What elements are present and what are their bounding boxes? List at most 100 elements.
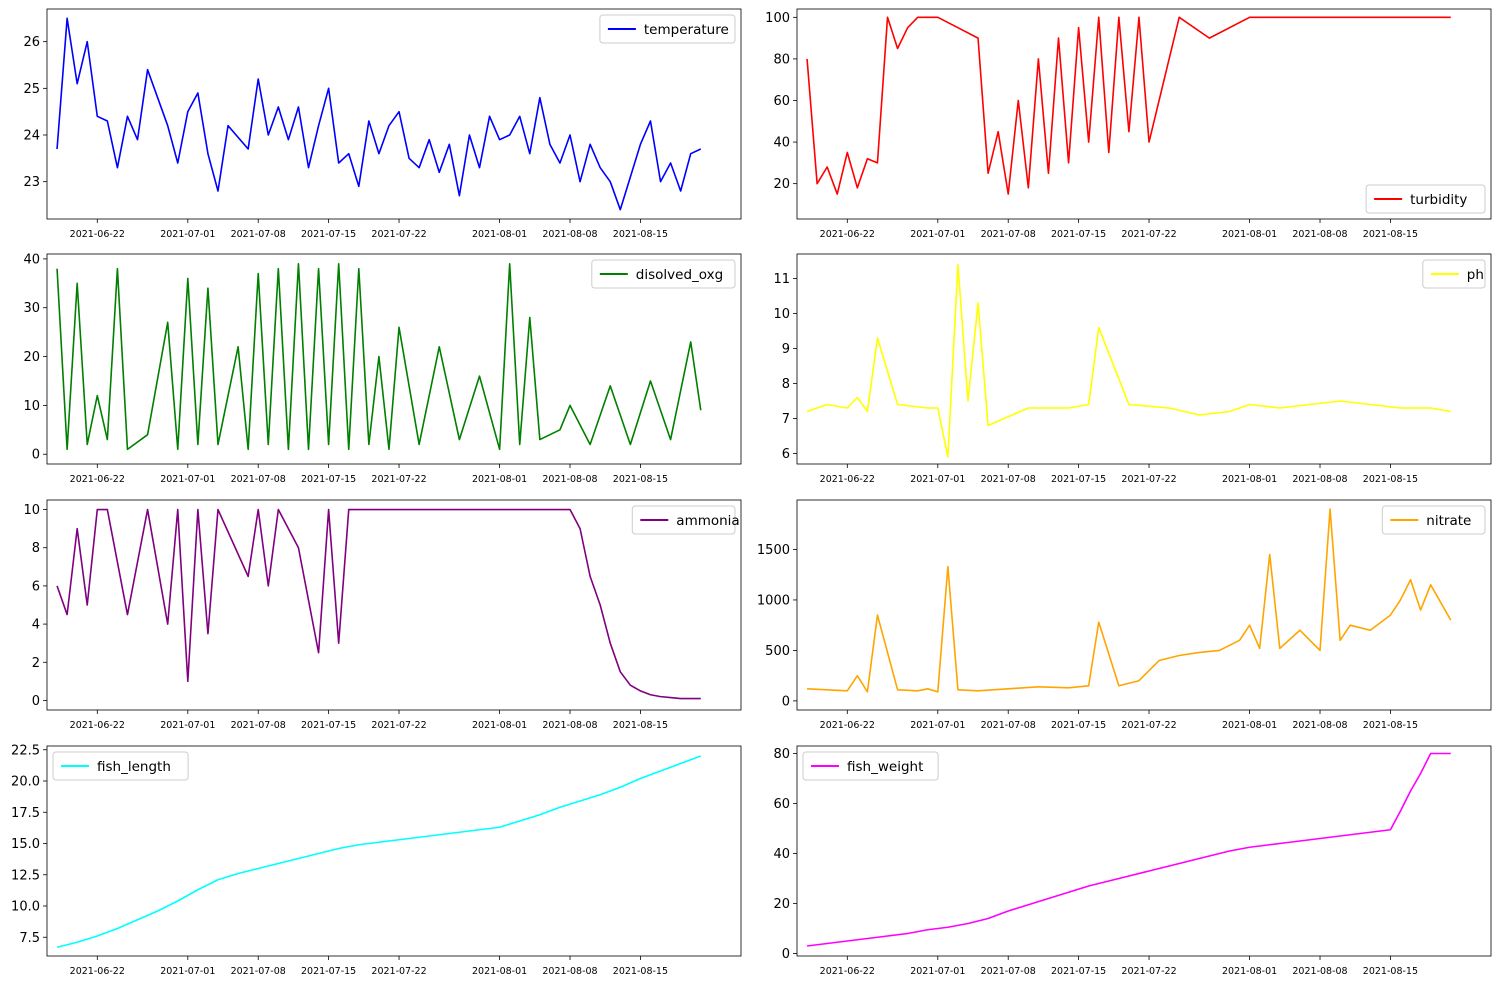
x-tick-label: 2021-07-08: [981, 229, 1036, 240]
x-tick-label: 2021-07-08: [231, 229, 286, 240]
y-tick-label: 6: [32, 579, 40, 594]
y-tick-label: 100: [765, 11, 790, 26]
legend-box: [802, 751, 939, 781]
x-tick-label: 2021-08-08: [542, 474, 597, 485]
disolved_oxg-legend: disolved_oxg: [591, 259, 736, 289]
fish_length-chart: 2021-06-22 2021-07-01 2021-07-08 2021-07-15…: [11, 743, 742, 977]
y-tick-label: 40: [773, 136, 790, 151]
y-tick-label: 26: [23, 35, 40, 50]
x-tick-label: 2021-08-15: [613, 966, 668, 977]
x-tick-label: 2021-07-15: [1051, 474, 1106, 485]
x-tick-label: 2021-07-15: [1051, 966, 1106, 977]
x-tick-label: 2021-07-15: [301, 966, 356, 977]
x-tick-label: 2021-07-15: [301, 474, 356, 485]
x-tick-label: 2021-07-08: [231, 720, 286, 731]
x-tick-label: 2021-08-01: [1222, 474, 1277, 485]
legend-box: [631, 505, 736, 535]
nitrate-legend: nitrate: [1381, 505, 1486, 535]
turbidity-axes-frame: [796, 8, 1492, 220]
ph-legend: ph: [1422, 259, 1486, 289]
y-tick-label: 60: [773, 797, 790, 812]
y-tick-label: 20: [23, 350, 40, 365]
fish_length-axes-frame: [46, 745, 742, 957]
fish_weight-chart: 2021-06-22 2021-07-01 2021-07-08 2021-07-15…: [773, 745, 1492, 977]
legend-label: ph: [1467, 267, 1484, 283]
fish_weight-legend: fish_weight: [802, 751, 939, 781]
x-tick-label: 2021-06-22: [70, 966, 125, 977]
x-tick-label: 2021-07-22: [371, 966, 426, 977]
x-tick-label: 2021-06-22: [70, 720, 125, 731]
y-tick-label: 20.0: [11, 775, 40, 790]
y-tick-label: 20: [773, 897, 790, 912]
x-tick-label: 2021-08-08: [1292, 966, 1347, 977]
temperature-axes-frame: [46, 8, 742, 220]
y-tick-label: 7: [782, 412, 790, 427]
legend-label: fish_length: [97, 759, 171, 775]
legend-label: temperature: [644, 22, 729, 38]
fish_length-series-line: [56, 755, 702, 949]
x-tick-label: 2021-08-15: [1363, 474, 1418, 485]
x-tick-label: 2021-07-08: [231, 474, 286, 485]
x-tick-label: 2021-07-08: [981, 966, 1036, 977]
y-tick-label: 8: [782, 377, 790, 392]
x-tick-label: 2021-07-01: [910, 720, 965, 731]
x-tick-label: 2021-08-08: [542, 720, 597, 731]
ph-axes-frame: [796, 253, 1492, 465]
y-tick-label: 20: [773, 177, 790, 192]
x-tick-label: 2021-08-01: [472, 474, 527, 485]
fish_length-legend: fish_length: [52, 751, 189, 781]
temperature-legend: temperature: [599, 14, 736, 44]
turbidity-series-line: [806, 16, 1451, 195]
legend-label: nitrate: [1426, 513, 1471, 529]
x-tick-label: 2021-07-15: [301, 229, 356, 240]
y-tick-label: 6: [782, 447, 790, 462]
x-tick-label: 2021-08-15: [1363, 229, 1418, 240]
y-tick-label: 10: [23, 503, 40, 518]
x-tick-label: 2021-08-08: [542, 966, 597, 977]
x-tick-label: 2021-06-22: [820, 474, 875, 485]
ammonia-series-line: [56, 508, 701, 700]
y-tick-label: 60: [773, 94, 790, 109]
x-tick-label: 2021-07-08: [981, 474, 1036, 485]
legend-box: [52, 751, 189, 781]
y-tick-label: 8: [32, 541, 40, 556]
x-tick-label: 2021-06-22: [820, 229, 875, 240]
x-tick-label: 2021-08-15: [1363, 720, 1418, 731]
y-tick-label: 80: [773, 747, 790, 762]
y-tick-label: 12.5: [11, 868, 40, 883]
nitrate-series-line: [807, 508, 1452, 693]
legend-box: [599, 14, 736, 44]
y-tick-label: 25: [23, 82, 40, 97]
x-tick-label: 2021-07-22: [371, 229, 426, 240]
y-tick-label: 2: [32, 656, 40, 671]
y-tick-label: 40: [773, 847, 790, 862]
x-tick-label: 2021-07-08: [231, 966, 286, 977]
x-tick-label: 2021-07-22: [371, 474, 426, 485]
x-tick-label: 2021-07-08: [981, 720, 1036, 731]
x-tick-label: 2021-06-22: [820, 720, 875, 731]
x-tick-label: 2021-07-22: [1121, 720, 1176, 731]
y-tick-label: 40: [23, 252, 40, 267]
x-tick-label: 2021-08-01: [1222, 229, 1277, 240]
y-tick-label: 23: [23, 175, 40, 190]
x-tick-label: 2021-07-01: [910, 966, 965, 977]
y-tick-label: 17.5: [11, 806, 40, 821]
y-tick-label: 24: [23, 129, 40, 144]
y-tick-label: 4: [32, 618, 40, 633]
x-tick-label: 2021-07-01: [160, 720, 215, 731]
y-tick-label: 10: [773, 307, 790, 322]
x-tick-label: 2021-07-22: [1121, 474, 1176, 485]
ph-series-line: [806, 263, 1451, 458]
y-tick-label: 7.5: [19, 931, 40, 946]
y-tick-label: 15.0: [11, 837, 40, 852]
x-tick-label: 2021-08-15: [613, 229, 668, 240]
fish_weight-series-line: [806, 752, 1451, 947]
x-tick-label: 2021-08-01: [472, 720, 527, 731]
x-tick-label: 2021-07-01: [160, 966, 215, 977]
disolved_oxg-chart: 2021-06-22 2021-07-01 2021-07-08 2021-07-15…: [23, 252, 742, 485]
x-tick-label: 2021-08-01: [1222, 966, 1277, 977]
temperature-series-line: [56, 17, 702, 211]
legend-label: turbidity: [1410, 192, 1467, 208]
x-tick-label: 2021-08-15: [613, 720, 668, 731]
